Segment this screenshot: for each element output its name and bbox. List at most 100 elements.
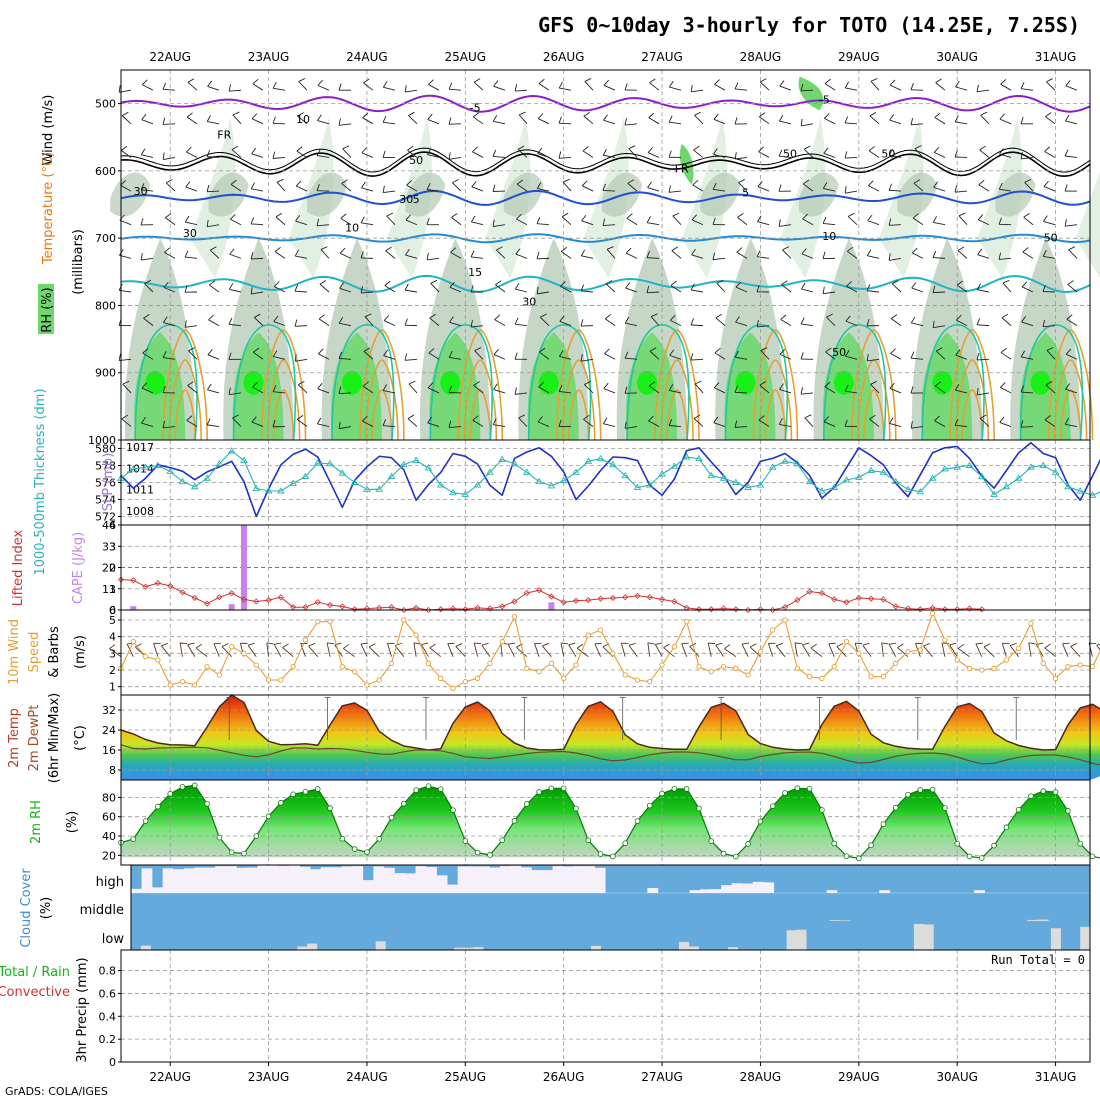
wind-barb bbox=[759, 81, 770, 91]
cape-bar bbox=[130, 606, 137, 610]
wind-barb-flag bbox=[252, 78, 259, 85]
wind-barb-flag bbox=[361, 181, 366, 189]
rh-point bbox=[831, 840, 838, 847]
wind-barb-flag bbox=[866, 319, 870, 326]
wind-barb-flag bbox=[492, 149, 497, 157]
wind-barb bbox=[560, 642, 565, 657]
wind-barb-flag bbox=[800, 118, 803, 126]
wind-barb bbox=[911, 322, 924, 327]
cloud-bar-high bbox=[531, 870, 543, 893]
cloud-bar-high bbox=[268, 865, 279, 893]
pressure-axis-label: (millibars) bbox=[71, 229, 86, 295]
wind-barb-flag bbox=[910, 351, 915, 359]
wind-barb-flag bbox=[1020, 82, 1025, 89]
wind-barb bbox=[757, 186, 770, 192]
cloud-bar-high bbox=[131, 888, 142, 893]
lifted-index-point bbox=[437, 606, 444, 613]
wind-barb bbox=[185, 186, 198, 192]
wind-barb-flag bbox=[162, 351, 167, 358]
wind-barb-flag bbox=[426, 148, 432, 155]
wind-barb bbox=[627, 183, 638, 192]
lifted-index-point bbox=[191, 594, 198, 602]
precip-convective-label: Convective bbox=[0, 985, 70, 1000]
rh-point bbox=[745, 841, 751, 847]
rh-point bbox=[819, 807, 825, 813]
lifted-index-point bbox=[572, 597, 580, 604]
wind-barb-flag bbox=[670, 280, 677, 286]
wind-barb bbox=[471, 325, 484, 328]
wind-barb bbox=[334, 644, 343, 657]
wind-barb-flag bbox=[976, 387, 979, 396]
wind-barb bbox=[537, 421, 550, 427]
wind-barb-flag bbox=[663, 643, 670, 649]
wind-barb bbox=[691, 219, 704, 226]
isotherm-warm bbox=[1047, 329, 1094, 441]
wind-barb bbox=[121, 418, 132, 427]
cloud-bar-high bbox=[362, 880, 374, 893]
wind-barb bbox=[780, 319, 792, 327]
lifted-index-point bbox=[732, 606, 739, 613]
wind-barb bbox=[625, 357, 638, 360]
wind-barb-flag bbox=[672, 212, 680, 217]
wind-barb bbox=[1024, 182, 1034, 192]
wind-barb-flag bbox=[801, 248, 807, 255]
rh-shading bbox=[735, 370, 756, 395]
wind-barb-flag bbox=[382, 419, 387, 426]
wind-barb bbox=[670, 319, 682, 327]
isotherm-warm bbox=[1059, 389, 1082, 441]
wind-barb-flag bbox=[603, 79, 610, 86]
wind-barb bbox=[1021, 321, 1034, 327]
isotherm-10 bbox=[120, 233, 1091, 244]
wind-barb-flag bbox=[866, 284, 871, 291]
wind-barb-flag bbox=[539, 347, 546, 353]
rh-point bbox=[302, 788, 309, 795]
wind-barb-flag bbox=[404, 318, 408, 326]
wind-barb bbox=[383, 121, 396, 125]
top-day-label: 23AUG bbox=[248, 50, 290, 64]
wind-barb bbox=[339, 252, 352, 259]
wind-barb-flag bbox=[889, 417, 894, 424]
thickness-point bbox=[301, 472, 310, 479]
pressure-tick-label: 1000 bbox=[88, 434, 116, 447]
wind-barb-flag bbox=[603, 382, 609, 389]
wind-speed-point bbox=[634, 677, 641, 683]
wind-speed-point bbox=[647, 679, 653, 685]
rh-tick-label: 40 bbox=[102, 830, 116, 843]
wind-barb-flag bbox=[568, 642, 576, 646]
wind-barb-flag bbox=[481, 642, 489, 646]
wind-barb-flag bbox=[1046, 78, 1053, 83]
rh-point bbox=[216, 834, 223, 841]
temperature-axis-label: Temperature (°C) bbox=[41, 152, 56, 265]
wind-barb-flag bbox=[118, 353, 121, 361]
cloud-bar-middle bbox=[1027, 919, 1039, 921]
wind-barb bbox=[669, 425, 682, 427]
isotherm-warm bbox=[863, 389, 885, 441]
wind-barb-flag bbox=[140, 148, 146, 155]
wind-barb bbox=[983, 646, 995, 657]
rh-point bbox=[708, 838, 715, 844]
wind-barb bbox=[649, 82, 660, 91]
wind-barb-flag bbox=[975, 642, 983, 645]
lifted-index-point bbox=[351, 606, 358, 613]
wind-barb bbox=[1001, 643, 1007, 657]
wind-barb-flag bbox=[692, 179, 699, 186]
wind-barb bbox=[232, 114, 242, 125]
wind-barb-flag bbox=[712, 182, 717, 190]
wind-barb bbox=[231, 149, 242, 158]
cloud-bar-high bbox=[552, 866, 564, 893]
isotherm-20 bbox=[232, 324, 297, 441]
wind-barb-flag bbox=[980, 414, 987, 419]
thickness-point bbox=[141, 463, 150, 470]
wind-speed-point bbox=[893, 660, 899, 666]
temp-line bbox=[120, 694, 1100, 751]
wind-barb bbox=[824, 117, 836, 125]
wind-speed-point bbox=[597, 627, 604, 633]
thickness-point bbox=[1076, 487, 1084, 494]
contour-label: -5 bbox=[470, 102, 481, 115]
wind-barb bbox=[126, 643, 134, 657]
wind-speed-point bbox=[966, 665, 973, 671]
wind-barb bbox=[538, 118, 550, 125]
wind-barb bbox=[758, 419, 770, 427]
wind-barb-flag bbox=[958, 212, 966, 217]
cloud-bar-high bbox=[352, 866, 364, 893]
